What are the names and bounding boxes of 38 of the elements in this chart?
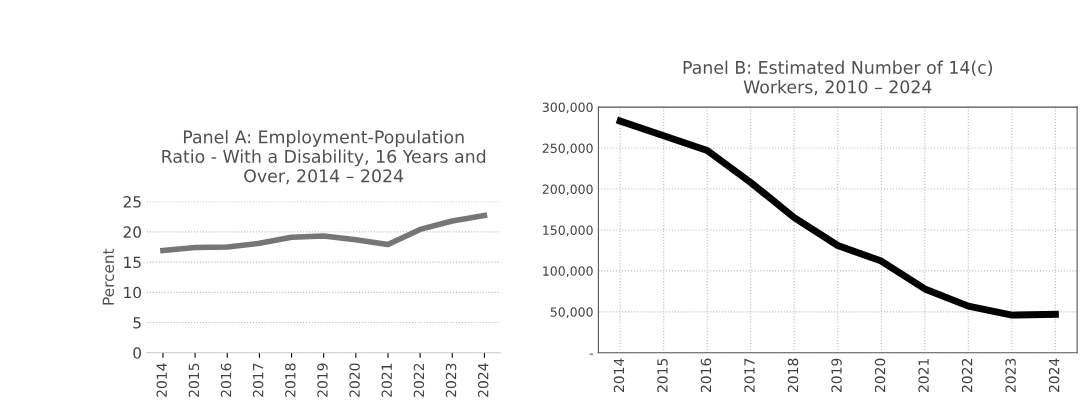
y-tick-label: 50,000: [550, 307, 593, 319]
y-tick-label: 150,000: [543, 225, 593, 237]
y-tick-label: 250,000: [542, 143, 593, 155]
y-tick-label: 20: [123, 226, 141, 238]
x-tick-label: 2016: [220, 363, 232, 397]
x-tick-label: 2022: [961, 359, 973, 392]
chart-title: Panel B: Estimated Number of 14(c) Workers, 2010 – 2024: [683, 60, 993, 96]
x-tick-label: 2022: [413, 363, 425, 397]
x-tick-label: 2016: [700, 358, 712, 392]
y-tick-label: 5: [133, 317, 141, 329]
y-tick-label: 200,000: [542, 184, 593, 196]
x-tick-label: 2014: [613, 358, 625, 392]
x-tick-label: 2024: [1048, 358, 1060, 392]
y-tick-label: -: [589, 353, 593, 355]
y-tick-label: 25: [123, 196, 141, 208]
x-tick-label: 2020: [874, 358, 886, 392]
chart-title: Panel A: Employment-Population Ratio - With a Disability, 16 Years and Over, 2014 – 2024: [162, 130, 486, 185]
x-tick-label: 2023: [1005, 358, 1016, 392]
x-tick-label: 2015: [657, 358, 668, 392]
x-tick-label: 2017: [252, 363, 264, 397]
y-tick-label: 300,000: [542, 102, 593, 114]
x-tick-label: 2019: [317, 363, 328, 397]
x-tick-label: 2015: [188, 363, 200, 397]
y-axis-title: Percent: [102, 248, 115, 305]
x-tick-label: 2024: [477, 363, 489, 397]
x-tick-label: 2021: [918, 358, 929, 392]
x-tick-label: 2017: [744, 358, 755, 392]
y-tick-label: 10: [124, 286, 141, 299]
y-tick-label: 15: [124, 256, 141, 269]
x-tick-label: 2018: [285, 363, 296, 397]
y-tick-label: 100,000: [543, 266, 593, 278]
x-tick-label: 2019: [831, 358, 842, 392]
y-tick-label: 0: [133, 347, 141, 359]
x-tick-label: 2018: [787, 358, 799, 392]
x-tick-label: 2023: [445, 363, 457, 397]
x-tick-label: 2021: [381, 363, 392, 397]
x-tick-label: 2020: [349, 363, 360, 397]
x-tick-label: 2014: [156, 363, 167, 397]
